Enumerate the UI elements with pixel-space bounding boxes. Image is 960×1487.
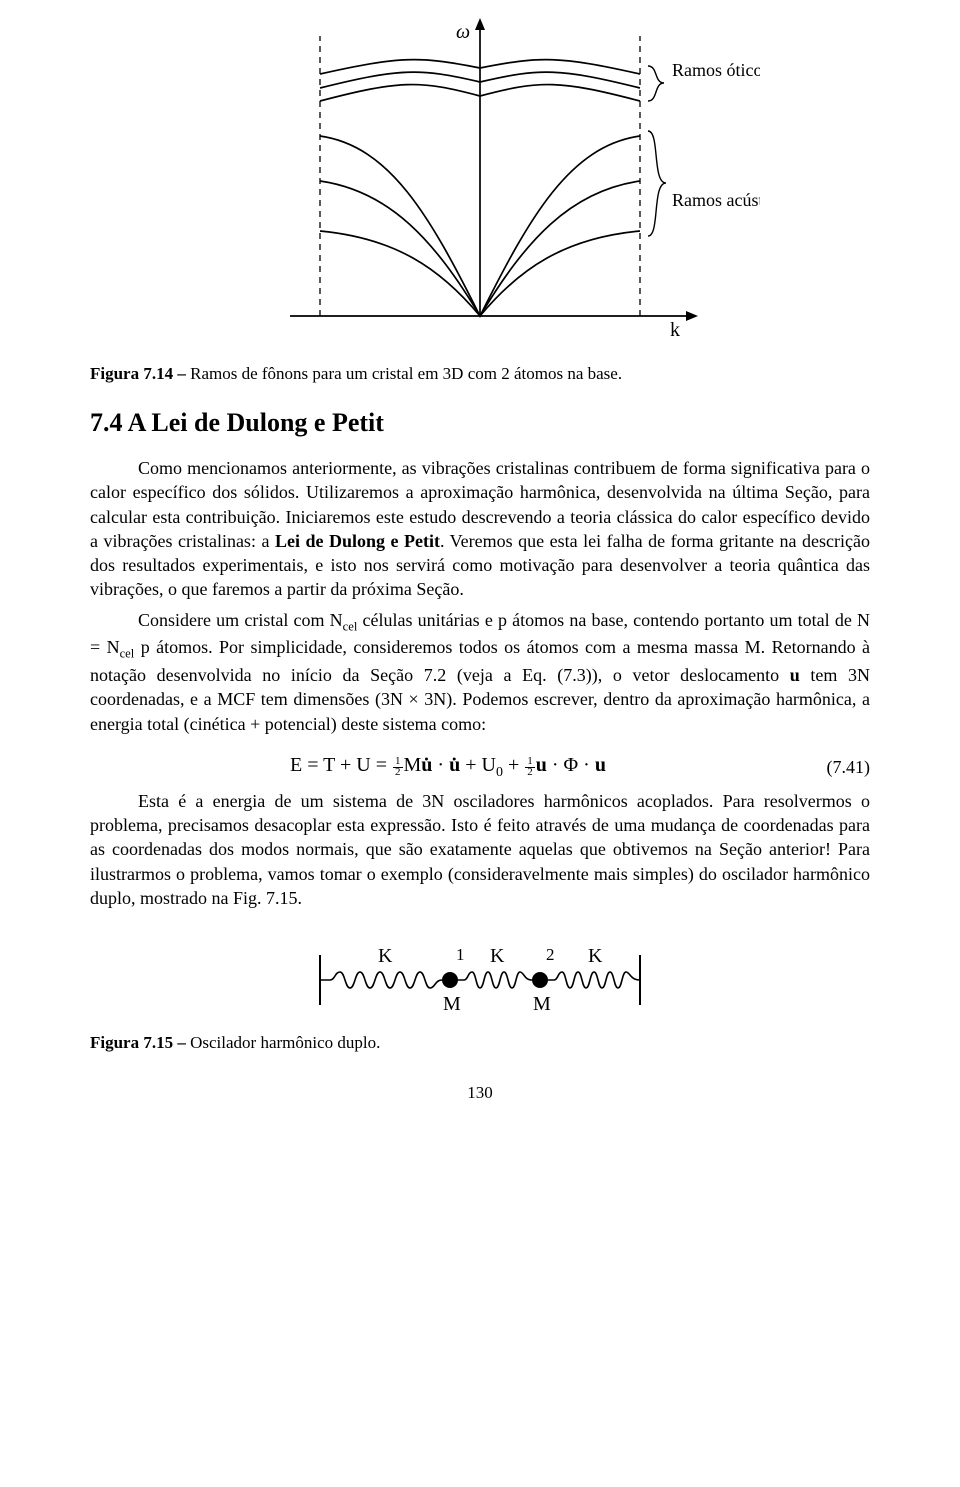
equation-number: (7.41) bbox=[790, 757, 870, 778]
spring-constant-label-3: K bbox=[588, 945, 603, 967]
equation-body: E = T + U = 12Mu̇ · u̇ + U0 + 12u · Φ · … bbox=[290, 754, 790, 781]
dispersion-diagram: ω k Ramos óticos Ramos acústicos bbox=[90, 16, 870, 356]
figure-714-caption-prefix: Figura 7.14 – bbox=[90, 364, 190, 383]
spring-constant-label-1: K bbox=[378, 945, 393, 967]
section-heading: 7.4 A Lei de Dulong e Petit bbox=[90, 408, 870, 438]
dulong-petit-term: Lei de Dulong e Petit bbox=[275, 531, 440, 551]
mass-index-1: 1 bbox=[456, 945, 465, 964]
paragraph-3: Esta é a energia de um sistema de 3N osc… bbox=[90, 789, 870, 910]
figure-714-caption-text: Ramos de fônons para um cristal em 3D co… bbox=[190, 364, 622, 383]
figure-715-caption: Figura 7.15 – Oscilador harmônico duplo. bbox=[90, 1033, 870, 1053]
figure-715-caption-text: Oscilador harmônico duplo. bbox=[190, 1033, 380, 1052]
spring-constant-label-2: K bbox=[490, 945, 505, 967]
equation-7-41: E = T + U = 12Mu̇ · u̇ + U0 + 12u · Φ · … bbox=[90, 754, 870, 781]
spring-mass-diagram: K K K 1 2 M M bbox=[90, 930, 870, 1025]
paragraph-2: Considere um cristal com Ncel células un… bbox=[90, 608, 870, 736]
page-number: 130 bbox=[90, 1083, 870, 1103]
k-axis-label: k bbox=[670, 319, 680, 341]
figure-715-caption-prefix: Figura 7.15 – bbox=[90, 1033, 190, 1052]
acoustic-branches-label: Ramos acústicos bbox=[672, 190, 760, 210]
omega-axis-label: ω bbox=[456, 21, 470, 43]
mass-index-2: 2 bbox=[546, 945, 555, 964]
figure-714-caption: Figura 7.14 – Ramos de fônons para um cr… bbox=[90, 364, 870, 384]
optical-branches-label: Ramos óticos bbox=[672, 60, 760, 80]
paragraph-1: Como mencionamos anteriormente, as vibra… bbox=[90, 456, 870, 602]
mass-label-2: M bbox=[533, 993, 551, 1015]
mass-label-1: M bbox=[443, 993, 461, 1015]
